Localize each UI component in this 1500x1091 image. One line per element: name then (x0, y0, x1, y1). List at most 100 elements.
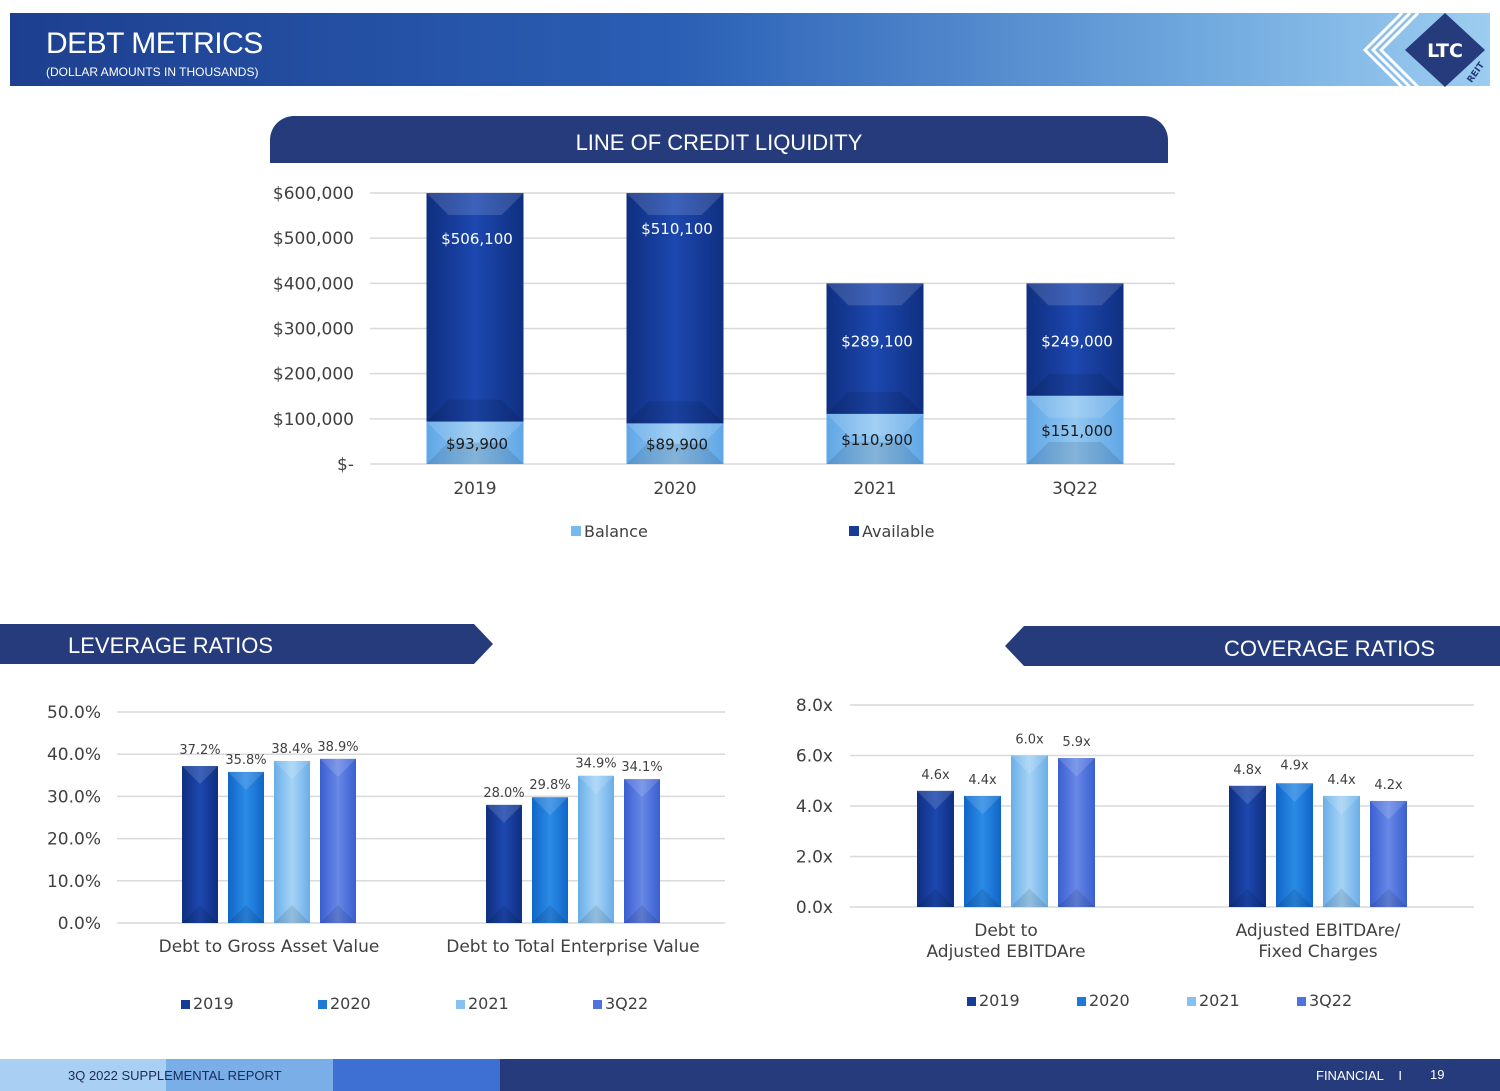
credit-bar-balance (426, 421, 524, 464)
leverage-bar-2021-bevel (274, 760, 310, 779)
credit-bar-balance-bevel (826, 413, 924, 436)
leverage-legend-label: 2019 (193, 994, 234, 1013)
leverage-y-tick-label: 40.0% (47, 745, 101, 765)
coverage-legend-label: 2021 (1199, 991, 1240, 1010)
credit-section-title: LINE OF CREDIT LIQUIDITY (575, 130, 863, 155)
coverage-bar-2019-fill (917, 790, 954, 907)
footer-bar (0, 1059, 1500, 1091)
coverage-bar-2019-shade (1229, 888, 1266, 907)
credit-bar-available-fill (1026, 283, 1124, 396)
leverage-bar-2021-shade (274, 905, 310, 923)
leverage-bar-3Q22-fill (624, 779, 660, 923)
coverage-bar-2021 (1011, 755, 1048, 907)
coverage-legend-label: 2019 (979, 991, 1020, 1010)
coverage-legend-swatch (1297, 997, 1306, 1006)
footer-section-name: FINANCIAL I (1316, 1068, 1402, 1083)
credit-bar-balance-fill (1026, 395, 1124, 464)
leverage-bar-2020-bevel (228, 771, 264, 790)
footer-section-label: FINANCIAL (1316, 1068, 1384, 1083)
credit-bar-balance (826, 413, 924, 464)
credit-bar-available (826, 283, 924, 414)
credit-legend-swatch (571, 526, 581, 536)
coverage-bar-3Q22-bevel (1058, 758, 1095, 777)
credit-x-tick-label: 2020 (653, 479, 696, 499)
credit-bar-balance-bevel (426, 421, 524, 443)
coverage-bar-2020-shade (964, 888, 1001, 907)
credit-bar-available-bevel (426, 193, 524, 215)
credit-bar-available-shade (626, 401, 724, 424)
leverage-x-tick-label: Debt to Gross Asset Value (159, 937, 380, 957)
credit-bar-available-fill (626, 193, 724, 424)
leverage-bar-3Q22-fill (320, 758, 356, 923)
coverage-bar-2019 (1229, 785, 1266, 907)
coverage-bar-3Q22-shade (1370, 888, 1407, 907)
leverage-bar-3Q22-shade (320, 905, 356, 923)
credit-balance-label: $110,900 (841, 431, 913, 449)
leverage-bar-2020 (228, 771, 264, 923)
leverage-data-label: 34.9% (575, 757, 616, 772)
credit-available-label: $506,100 (441, 230, 513, 248)
leverage-bar-2021-shade (578, 905, 614, 923)
credit-y-tick-label: $600,000 (273, 184, 354, 204)
leverage-bar-2021-fill (274, 760, 310, 923)
coverage-bar-2021-shade (1011, 888, 1048, 907)
coverage-bar-2019-bevel (917, 790, 954, 810)
credit-bar-available-bevel (626, 193, 724, 215)
leverage-bar-2021-fill (578, 775, 614, 923)
coverage-x-tick-label: Debt to (974, 921, 1037, 941)
leverage-data-label: 37.2% (179, 743, 220, 758)
credit-bar-available (426, 193, 524, 422)
credit-y-tick-label: $300,000 (273, 320, 354, 340)
coverage-y-tick-label: 6.0x (796, 747, 833, 767)
credit-bar-available-fill (826, 283, 924, 414)
coverage-data-label: 6.0x (1015, 733, 1044, 748)
credit-y-tick-label: $500,000 (273, 229, 354, 249)
leverage-bar-2021 (274, 760, 310, 923)
leverage-bar-2021-bevel (578, 775, 614, 794)
coverage-legend-swatch (1187, 997, 1196, 1006)
coverage-bar-3Q22-shade (1058, 888, 1095, 907)
leverage-bar-2020-shade (228, 905, 264, 923)
leverage-bar-2020-fill (228, 771, 264, 923)
coverage-data-label: 4.2x (1374, 778, 1403, 793)
leverage-bar-3Q22-shade (624, 905, 660, 923)
leverage-y-tick-label: 30.0% (47, 787, 101, 807)
coverage-y-tick-label: 8.0x (796, 696, 833, 716)
credit-available-label: $510,100 (641, 220, 713, 238)
footer-page-number: 19 (1430, 1067, 1445, 1082)
credit-balance-label: $89,900 (646, 436, 708, 454)
leverage-legend-swatch (181, 1000, 190, 1009)
coverage-bar-3Q22-bevel (1370, 800, 1407, 820)
coverage-bar-2021-bevel (1011, 755, 1048, 774)
leverage-y-tick-label: 0.0% (58, 914, 101, 934)
leverage-bar-2020-bevel (532, 797, 568, 816)
coverage-bar-2020-fill (964, 795, 1001, 907)
leverage-legend-swatch (456, 1000, 465, 1009)
credit-x-tick-label: 3Q22 (1052, 479, 1098, 499)
credit-legend-swatch (849, 526, 859, 536)
leverage-bar-2019 (182, 766, 218, 923)
leverage-bar-2020-fill (532, 797, 568, 923)
coverage-bar-2020 (964, 795, 1001, 907)
coverage-legend-label: 2020 (1089, 991, 1130, 1010)
leverage-bar-3Q22 (320, 758, 356, 923)
leverage-bar-2019-shade (486, 905, 522, 923)
coverage-bar-3Q22 (1370, 800, 1407, 907)
credit-bar-available-fill (426, 193, 524, 422)
leverage-legend-swatch (318, 1000, 327, 1009)
credit-y-tick-label: $100,000 (273, 410, 354, 430)
page-title: DEBT METRICS (46, 27, 263, 60)
leverage-bar-2019 (486, 804, 522, 923)
leverage-y-tick-label: 50.0% (47, 703, 101, 723)
credit-y-tick-label: $- (337, 455, 354, 475)
footer-report-name: 3Q 2022 SUPPLEMENTAL REPORT (68, 1068, 282, 1083)
leverage-x-tick-label: Debt to Total Enterprise Value (446, 937, 700, 957)
coverage-bar-2020-bevel (964, 795, 1001, 815)
coverage-bar-2021-shade (1323, 888, 1360, 907)
credit-x-tick-label: 2019 (453, 479, 496, 499)
leverage-bar-2021 (578, 775, 614, 923)
coverage-bar-2019-fill (1229, 785, 1266, 907)
credit-section-tab (270, 116, 1168, 163)
coverage-y-tick-label: 0.0x (796, 898, 833, 918)
coverage-banner (1005, 626, 1500, 666)
